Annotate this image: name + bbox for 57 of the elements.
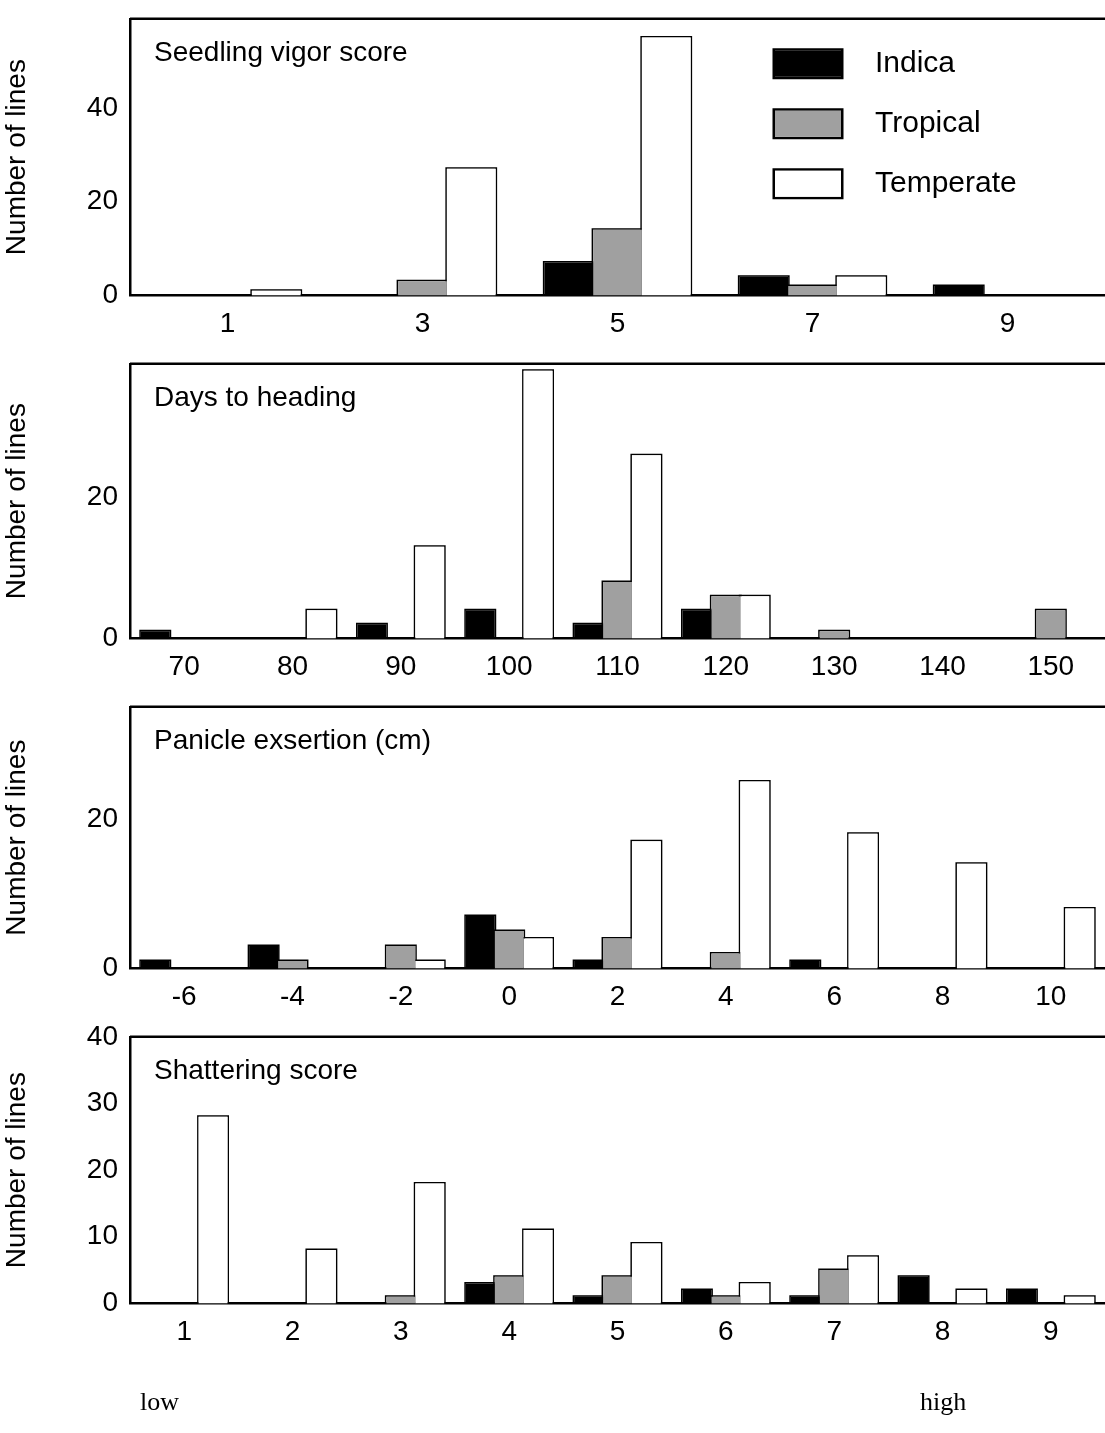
y-axis-title: Number of lines: [0, 403, 31, 600]
y-tick-label: 0: [102, 1286, 118, 1318]
x-tick-label: 120: [702, 649, 750, 681]
y-tick-label: 20: [86, 184, 118, 216]
text: high: [920, 1387, 967, 1417]
x-tick-label: 0: [501, 979, 517, 1011]
x-tick-label: 9: [1043, 1314, 1059, 1346]
y-tick-label: 20: [86, 480, 118, 512]
legend-label: Tropical: [875, 105, 981, 139]
x-tick-label: 2: [284, 1314, 301, 1346]
x-tick-label: 7: [826, 1314, 842, 1346]
y-axis-title: Number of lines: [0, 739, 31, 936]
x-tick-label: -6: [171, 979, 197, 1011]
x-tick-label: 6: [826, 979, 842, 1011]
x-tick-label: 9: [999, 306, 1016, 338]
x-tick-label: 150: [1027, 649, 1075, 681]
y-tick-label: 10: [86, 1219, 118, 1251]
y-axis-title: Number of lines: [0, 59, 31, 256]
legend-label: Temperate: [875, 165, 1017, 199]
x-tick-label: 8: [934, 979, 951, 1011]
x-tick-label: 90: [385, 649, 417, 681]
x-tick-label: 70: [168, 649, 200, 681]
y-tick-label: 0: [102, 278, 118, 310]
x-tick-label: 80: [276, 649, 309, 681]
text: Seedling vigor score: [154, 35, 408, 67]
x-tick-label: 7: [804, 306, 821, 338]
text: Days to heading: [154, 380, 357, 412]
x-tick-label: 110: [595, 649, 640, 681]
x-tick-label: 4: [501, 1314, 517, 1346]
y-axis-title: Number of lines: [0, 1072, 31, 1269]
x-tick-label: 4: [718, 979, 734, 1011]
y-tick-label: 30: [86, 1086, 118, 1118]
x-tick-label: 1: [176, 1314, 192, 1346]
x-tick-label: 1: [219, 306, 236, 338]
y-tick-label: 0: [102, 951, 118, 983]
y-tick-label: 40: [86, 1019, 118, 1051]
y-tick-label: 20: [86, 801, 118, 833]
x-tick-label: 5: [609, 1314, 626, 1346]
text: Panicle exsertion (cm): [154, 723, 431, 755]
y-tick-label: 0: [102, 621, 118, 653]
x-tick-label: 10: [1035, 979, 1067, 1011]
x-tick-label: -2: [388, 979, 414, 1011]
x-tick-label: 140: [919, 649, 966, 681]
x-tick-label: 2: [609, 979, 626, 1011]
x-tick-label: 130: [810, 649, 858, 681]
x-tick-label: 8: [934, 1314, 951, 1346]
x-tick-label: 100: [485, 649, 533, 681]
x-tick-label: 5: [609, 306, 626, 338]
x-tick-label: -4: [280, 979, 305, 1011]
x-tick-label: 3: [393, 1314, 409, 1346]
text: Shattering score: [154, 1053, 358, 1085]
legend-label: Indica: [875, 45, 956, 79]
x-tick-label: 3: [414, 306, 431, 338]
y-tick-label: 20: [86, 1152, 118, 1184]
x-tick-label: 6: [718, 1314, 734, 1346]
text: low: [140, 1387, 180, 1417]
y-tick-label: 40: [86, 90, 118, 122]
